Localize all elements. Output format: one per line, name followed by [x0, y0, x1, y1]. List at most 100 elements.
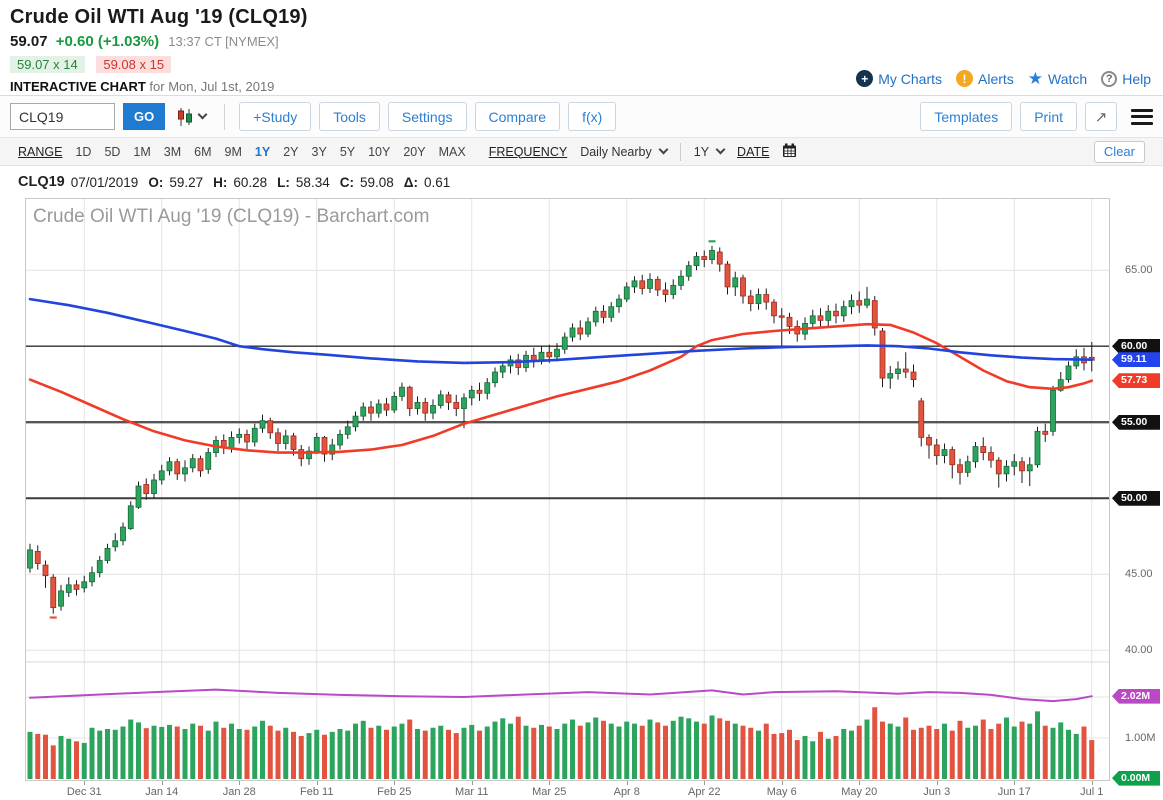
close-value: 59.08 — [359, 174, 394, 190]
x-axis-tick — [704, 781, 706, 785]
chevron-down-icon — [197, 109, 208, 120]
period-dropdown[interactable]: 1Y — [693, 144, 726, 159]
low-label: L: — [277, 174, 290, 190]
high-label: H: — [213, 174, 228, 190]
range-max[interactable]: MAX — [438, 144, 466, 159]
range-20y[interactable]: 20Y — [403, 144, 426, 159]
symbol-input[interactable] — [10, 103, 115, 130]
interactive-chart-line: INTERACTIVE CHART for Mon, Jul 1st, 2019 — [10, 79, 1153, 94]
price-tag-label: 55.00 — [1112, 414, 1160, 430]
chevron-down-icon — [715, 144, 726, 155]
x-axis-label: Jan 28 — [222, 786, 256, 798]
range-divider — [679, 142, 681, 161]
x-axis-label: Dec 31 — [66, 786, 102, 798]
quote-time: 13:37 CT [NYMEX] — [168, 34, 279, 49]
x-axis-tick — [239, 781, 241, 785]
range-2y[interactable]: 2Y — [283, 144, 299, 159]
frequency-dropdown[interactable]: Daily Nearby — [580, 144, 669, 159]
delta-value: 0.61 — [423, 174, 451, 190]
chart-plot-area[interactable] — [25, 198, 1110, 781]
my-charts-icon: + — [856, 70, 874, 87]
settings-button[interactable]: Settings — [387, 102, 467, 131]
x-axis-tick — [1091, 781, 1093, 785]
x-axis-tick — [394, 781, 396, 785]
go-button[interactable]: GO — [123, 103, 166, 130]
x-axis-label: Mar 11 — [455, 786, 489, 798]
range-1y[interactable]: 1Y — [254, 144, 271, 159]
range-5y[interactable]: 5Y — [339, 144, 356, 159]
alerts-link[interactable]: ! Alerts — [956, 70, 1014, 87]
range-9m[interactable]: 9M — [224, 144, 242, 159]
alert-icon: ! — [956, 70, 973, 87]
last-price: 59.07 — [10, 33, 48, 50]
quote-header: Crude Oil WTI Aug '19 (CLQ19) 59.07 +0.6… — [0, 0, 1163, 96]
x-axis-tick — [316, 781, 318, 785]
compare-button[interactable]: Compare — [474, 102, 561, 131]
x-axis-label: Jun 3 — [923, 786, 951, 798]
chart-region: Crude Oil WTI Aug '19 (CLQ19) - Barchart… — [0, 198, 1163, 800]
help-label: Help — [1122, 70, 1151, 87]
high-value: 60.28 — [233, 174, 268, 190]
price-axis: 65.00 45.00 40.00 1.00M 60.00 59.11 57.73 55.00… — [1110, 198, 1163, 800]
x-axis-label: Feb 11 — [300, 786, 334, 798]
range-1d[interactable]: 1D — [75, 144, 92, 159]
chevron-down-icon — [658, 144, 669, 155]
pop-out-button[interactable]: ↗ — [1085, 102, 1117, 131]
frequency-label[interactable]: FREQUENCY — [488, 144, 568, 159]
candlestick-chart[interactable] — [25, 198, 1110, 781]
range-3m[interactable]: 3M — [163, 144, 182, 159]
ohlc-readout: CLQ19 07/01/2019 O: 59.27 H: 60.28 L: 58.34… — [0, 166, 1163, 198]
calendar-icon[interactable] — [782, 143, 797, 161]
close-label: C: — [339, 174, 354, 190]
study-button[interactable]: +Study — [239, 102, 312, 131]
fx-button[interactable]: f(x) — [568, 102, 617, 131]
bid-ask-line: 59.07 x 14 59.08 x 15 — [10, 56, 1153, 73]
range-bar: RANGE 1D 5D 1M 3M 6M 9M 1Y 2Y 3Y 5Y 10Y 20Y MAX FREQ… — [0, 138, 1163, 166]
tools-button[interactable]: Tools — [319, 102, 380, 131]
study-buttons-group: +Study Tools Settings Compare f(x) — [239, 102, 617, 131]
x-axis-label: Apr 22 — [688, 786, 721, 798]
x-axis-tick — [626, 781, 628, 785]
range-3y[interactable]: 3Y — [311, 144, 327, 159]
x-axis-label: Jul 1 — [1080, 786, 1104, 798]
my-charts-label: My Charts — [878, 70, 942, 87]
period-value: 1Y — [693, 144, 710, 159]
x-axis-label: Mar 25 — [532, 786, 567, 798]
range-10y[interactable]: 10Y — [368, 144, 391, 159]
x-axis-label: Jun 17 — [997, 786, 1031, 798]
candlestick-icon — [178, 107, 193, 126]
range-6m[interactable]: 6M — [194, 144, 212, 159]
right-buttons-group: Templates Print — [920, 102, 1077, 131]
price-tag-label: 57.73 — [1112, 373, 1160, 389]
delta-label: Δ: — [403, 174, 418, 190]
menu-icon[interactable] — [1131, 108, 1153, 125]
ask-badge: 59.08 x 15 — [96, 56, 172, 73]
axis-tick-label: 65.00 — [1125, 264, 1153, 277]
chart-type-dropdown[interactable] — [173, 106, 210, 128]
help-link[interactable]: ? Help — [1101, 70, 1151, 87]
help-icon: ? — [1101, 70, 1118, 87]
interactive-chart-date: for Mon, Jul 1st, 2019 — [149, 79, 275, 94]
toolbar-right-group: Templates Print ↗ — [920, 102, 1153, 131]
star-icon: ★ — [1027, 69, 1044, 88]
x-axis-tick — [84, 781, 86, 785]
x-axis-label: Apr 8 — [613, 786, 640, 798]
expand-arrow-icon: ↗ — [1094, 108, 1108, 126]
date-label[interactable]: DATE — [737, 144, 770, 159]
watch-link[interactable]: ★ Watch — [1028, 70, 1087, 87]
range-5d[interactable]: 5D — [104, 144, 121, 159]
range-items: 1D 5D 1M 3M 6M 9M 1Y 2Y 3Y 5Y 10Y 20Y MAX — [75, 145, 465, 159]
price-line: 59.07 +0.60 (+1.03%) 13:37 CT [NYMEX] — [10, 33, 1153, 50]
x-axis-label: May 6 — [766, 786, 797, 798]
range-1m[interactable]: 1M — [133, 144, 151, 159]
axis-tick-label: 1.00M — [1125, 732, 1156, 744]
print-button[interactable]: Print — [1020, 102, 1077, 131]
price-change: +0.60 (+1.03%) — [55, 33, 160, 50]
clear-button[interactable]: Clear — [1093, 140, 1145, 163]
range-label[interactable]: RANGE — [18, 144, 63, 159]
toolbar-divider — [224, 103, 226, 130]
page-title: Crude Oil WTI Aug '19 (CLQ19) — [10, 6, 308, 28]
my-charts-link[interactable]: + My Charts — [856, 70, 942, 87]
templates-button[interactable]: Templates — [920, 102, 1013, 131]
